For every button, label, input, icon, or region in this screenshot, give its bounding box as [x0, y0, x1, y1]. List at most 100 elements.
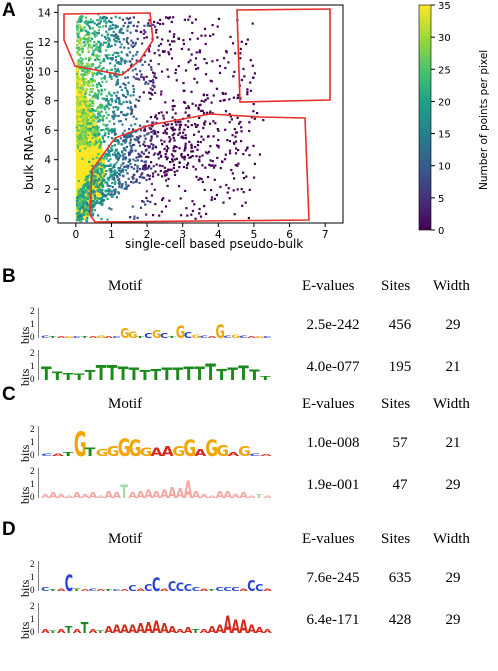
evalue-cell: 1.0e-008 [306, 435, 360, 451]
density-pixel [79, 95, 82, 98]
density-pixel [98, 179, 101, 182]
density-pixel [113, 113, 116, 116]
density-pixel [172, 136, 175, 140]
density-pixel [138, 95, 141, 98]
evalue-cell: 1.9e-001 [306, 477, 360, 493]
density-pixel [93, 31, 96, 34]
logo-letter: T [118, 364, 129, 384]
density-pixel [123, 153, 126, 156]
logo-letter: G [107, 445, 120, 460]
density-pixel [87, 186, 90, 189]
density-pixel [164, 129, 167, 132]
density-pixel [165, 158, 168, 161]
density-pixel [144, 82, 147, 85]
density-pixel [86, 216, 89, 219]
density-pixel [89, 21, 92, 24]
density-pixel [78, 81, 81, 84]
density-pixel [111, 177, 114, 180]
density-pixel [118, 186, 121, 189]
density-pixel [81, 49, 85, 52]
density-pixel [81, 50, 84, 54]
density-pixel [121, 168, 124, 171]
logo-letter: C [239, 334, 247, 339]
density-pixel [157, 152, 160, 155]
density-pixel [102, 128, 105, 131]
density-pixel [134, 149, 137, 152]
density-pixel [141, 63, 144, 66]
density-pixel [113, 51, 116, 55]
density-pixel [146, 24, 149, 27]
density-pixel [86, 41, 89, 44]
density-pixel [142, 167, 145, 170]
density-pixel [203, 58, 206, 61]
logo-letter: T [81, 621, 89, 637]
density-pixel [85, 33, 88, 36]
density-pixel [105, 111, 108, 114]
density-pixel [217, 138, 220, 142]
density-pixel [152, 71, 155, 74]
density-pixel [170, 168, 173, 171]
density-pixel [101, 177, 104, 180]
density-pixel [95, 67, 98, 70]
density-pixel [142, 200, 145, 203]
density-pixel [83, 192, 86, 195]
density-pixel [102, 97, 106, 100]
logo-letter: G [183, 435, 196, 460]
density-pixel [123, 59, 126, 62]
density-pixel [240, 40, 243, 43]
density-pixel [92, 200, 95, 203]
density-pixel [128, 100, 131, 103]
density-pixel [150, 80, 153, 83]
logo-letter: T [63, 372, 74, 383]
logo-letter: A [112, 492, 121, 501]
density-pixel [196, 124, 199, 127]
density-pixel [150, 161, 153, 164]
density-pixel [116, 91, 119, 94]
density-pixel [173, 33, 176, 36]
density-pixel [113, 173, 116, 176]
density-pixel [140, 75, 143, 79]
density-pixel [172, 155, 175, 158]
density-pixel [154, 25, 157, 28]
density-pixel [225, 51, 228, 54]
density-pixel [90, 100, 94, 103]
density-pixel [117, 158, 120, 161]
density-pixel [148, 174, 151, 177]
density-pixel [101, 197, 104, 200]
density-pixel [80, 220, 83, 223]
logo-letter: A [152, 619, 161, 637]
density-pixel [111, 153, 115, 156]
density-pixel [143, 160, 146, 163]
panel-letter-d: D [2, 519, 16, 540]
density-pixel [109, 57, 112, 60]
density-pixel [96, 115, 99, 118]
density-pixel [139, 124, 142, 127]
density-pixel [83, 65, 86, 68]
density-pixel [126, 90, 129, 94]
density-pixel [106, 56, 109, 59]
density-pixel [195, 175, 198, 178]
density-pixel [144, 137, 147, 140]
logo-letter: T [74, 372, 85, 382]
density-pixel [162, 114, 165, 117]
evalue-cell: 4.0e-077 [306, 359, 360, 375]
density-pixel [95, 141, 98, 144]
density-pixel [125, 136, 128, 139]
density-pixel [125, 40, 128, 43]
density-pixel [181, 156, 184, 159]
density-pixel [95, 156, 98, 159]
density-pixel [172, 163, 176, 166]
density-pixel [105, 99, 108, 102]
density-pixel [121, 18, 124, 21]
density-pixel [102, 41, 106, 44]
density-pixel [116, 82, 119, 85]
density-pixel [97, 89, 100, 92]
density-pixel [256, 112, 259, 115]
logo-letter: T [96, 629, 104, 634]
density-pixel [159, 155, 163, 158]
density-pixel [187, 105, 190, 108]
density-pixel [79, 191, 82, 194]
density-pixel [135, 53, 138, 56]
density-pixel [89, 18, 93, 21]
density-pixel [115, 36, 118, 39]
